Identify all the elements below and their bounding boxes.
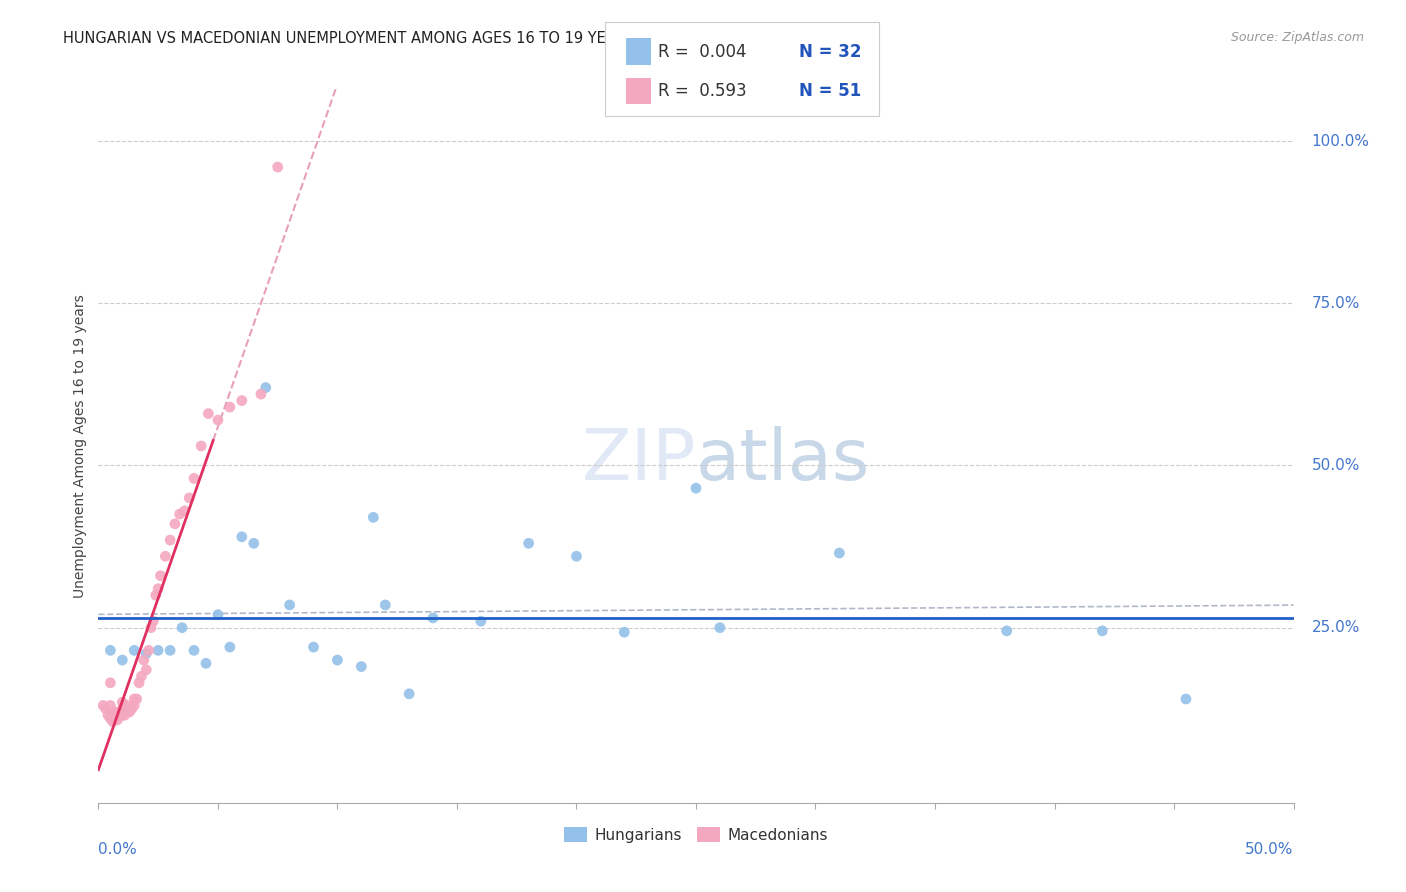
Point: [148, 643, 170, 657]
Text: R =  0.593: R = 0.593: [658, 82, 747, 100]
Point: [363, 510, 385, 524]
Point: [302, 640, 325, 654]
Point: [219, 640, 242, 654]
Point: [115, 705, 138, 719]
Text: 0.0%: 0.0%: [98, 842, 138, 857]
Text: N = 51: N = 51: [799, 82, 860, 100]
Text: 25.0%: 25.0%: [1312, 620, 1360, 635]
Point: [124, 698, 146, 713]
Point: [995, 624, 1018, 638]
Point: [91, 698, 114, 713]
Point: [374, 598, 396, 612]
Point: [613, 625, 636, 640]
Point: [132, 653, 155, 667]
Text: HUNGARIAN VS MACEDONIAN UNEMPLOYMENT AMONG AGES 16 TO 19 YEARS CORRELATION CHART: HUNGARIAN VS MACEDONIAN UNEMPLOYMENT AMO…: [63, 31, 799, 46]
Point: [179, 491, 201, 505]
Point: [114, 708, 136, 723]
Y-axis label: Unemployment Among Ages 16 to 19 years: Unemployment Among Ages 16 to 19 years: [73, 294, 87, 598]
Text: 50.0%: 50.0%: [1312, 458, 1360, 473]
Point: [685, 481, 707, 495]
Point: [243, 536, 266, 550]
Point: [98, 675, 122, 690]
Point: [101, 708, 124, 723]
Text: Source: ZipAtlas.com: Source: ZipAtlas.com: [1230, 31, 1364, 45]
Point: [398, 687, 420, 701]
Point: [125, 692, 148, 706]
Text: N = 32: N = 32: [799, 43, 860, 61]
Point: [219, 400, 242, 414]
Point: [183, 471, 205, 485]
Text: atlas: atlas: [696, 425, 870, 495]
Point: [138, 643, 160, 657]
Point: [97, 708, 120, 723]
Point: [169, 507, 191, 521]
Point: [94, 702, 117, 716]
Point: [98, 711, 122, 725]
Point: [114, 705, 136, 719]
Point: [118, 705, 141, 719]
Point: [250, 387, 273, 401]
Point: [1175, 692, 1198, 706]
Point: [326, 653, 349, 667]
Point: [159, 533, 181, 547]
Point: [254, 381, 277, 395]
Point: [231, 393, 253, 408]
Point: [350, 659, 373, 673]
Point: [124, 692, 146, 706]
Point: [107, 708, 129, 723]
Point: [104, 711, 127, 725]
Point: [207, 607, 229, 622]
Point: [207, 413, 229, 427]
Point: [142, 614, 165, 628]
Point: [231, 530, 253, 544]
Point: [149, 568, 172, 582]
Point: [197, 407, 219, 421]
Point: [108, 708, 131, 723]
Point: [124, 643, 146, 657]
Point: [278, 598, 301, 612]
Text: 75.0%: 75.0%: [1312, 296, 1360, 310]
Point: [517, 536, 540, 550]
Text: ZIP: ZIP: [582, 425, 696, 495]
Point: [195, 657, 218, 671]
Point: [111, 653, 134, 667]
Point: [111, 708, 134, 723]
Point: [145, 588, 167, 602]
Point: [107, 713, 129, 727]
Point: [422, 611, 444, 625]
Point: [111, 702, 134, 716]
Point: [104, 705, 127, 719]
Point: [267, 160, 290, 174]
Point: [1091, 624, 1114, 638]
Point: [470, 614, 492, 628]
Point: [183, 643, 205, 657]
Point: [828, 546, 851, 560]
Point: [139, 621, 162, 635]
Point: [121, 702, 143, 716]
Point: [131, 669, 153, 683]
Point: [709, 621, 731, 635]
Point: [101, 714, 124, 729]
Point: [98, 705, 122, 719]
Point: [173, 504, 195, 518]
Point: [111, 695, 134, 709]
Point: [115, 698, 138, 713]
Point: [135, 647, 157, 661]
Legend: Hungarians, Macedonians: Hungarians, Macedonians: [558, 821, 834, 848]
Point: [148, 582, 170, 596]
Point: [108, 705, 131, 719]
Point: [163, 516, 186, 531]
Point: [135, 663, 157, 677]
Point: [155, 549, 177, 564]
Point: [98, 643, 122, 657]
Text: 100.0%: 100.0%: [1312, 134, 1369, 149]
Text: R =  0.004: R = 0.004: [658, 43, 747, 61]
Point: [98, 698, 122, 713]
Text: 50.0%: 50.0%: [1246, 842, 1294, 857]
Point: [190, 439, 212, 453]
Point: [565, 549, 588, 564]
Point: [172, 621, 194, 635]
Point: [159, 643, 181, 657]
Point: [128, 675, 150, 690]
